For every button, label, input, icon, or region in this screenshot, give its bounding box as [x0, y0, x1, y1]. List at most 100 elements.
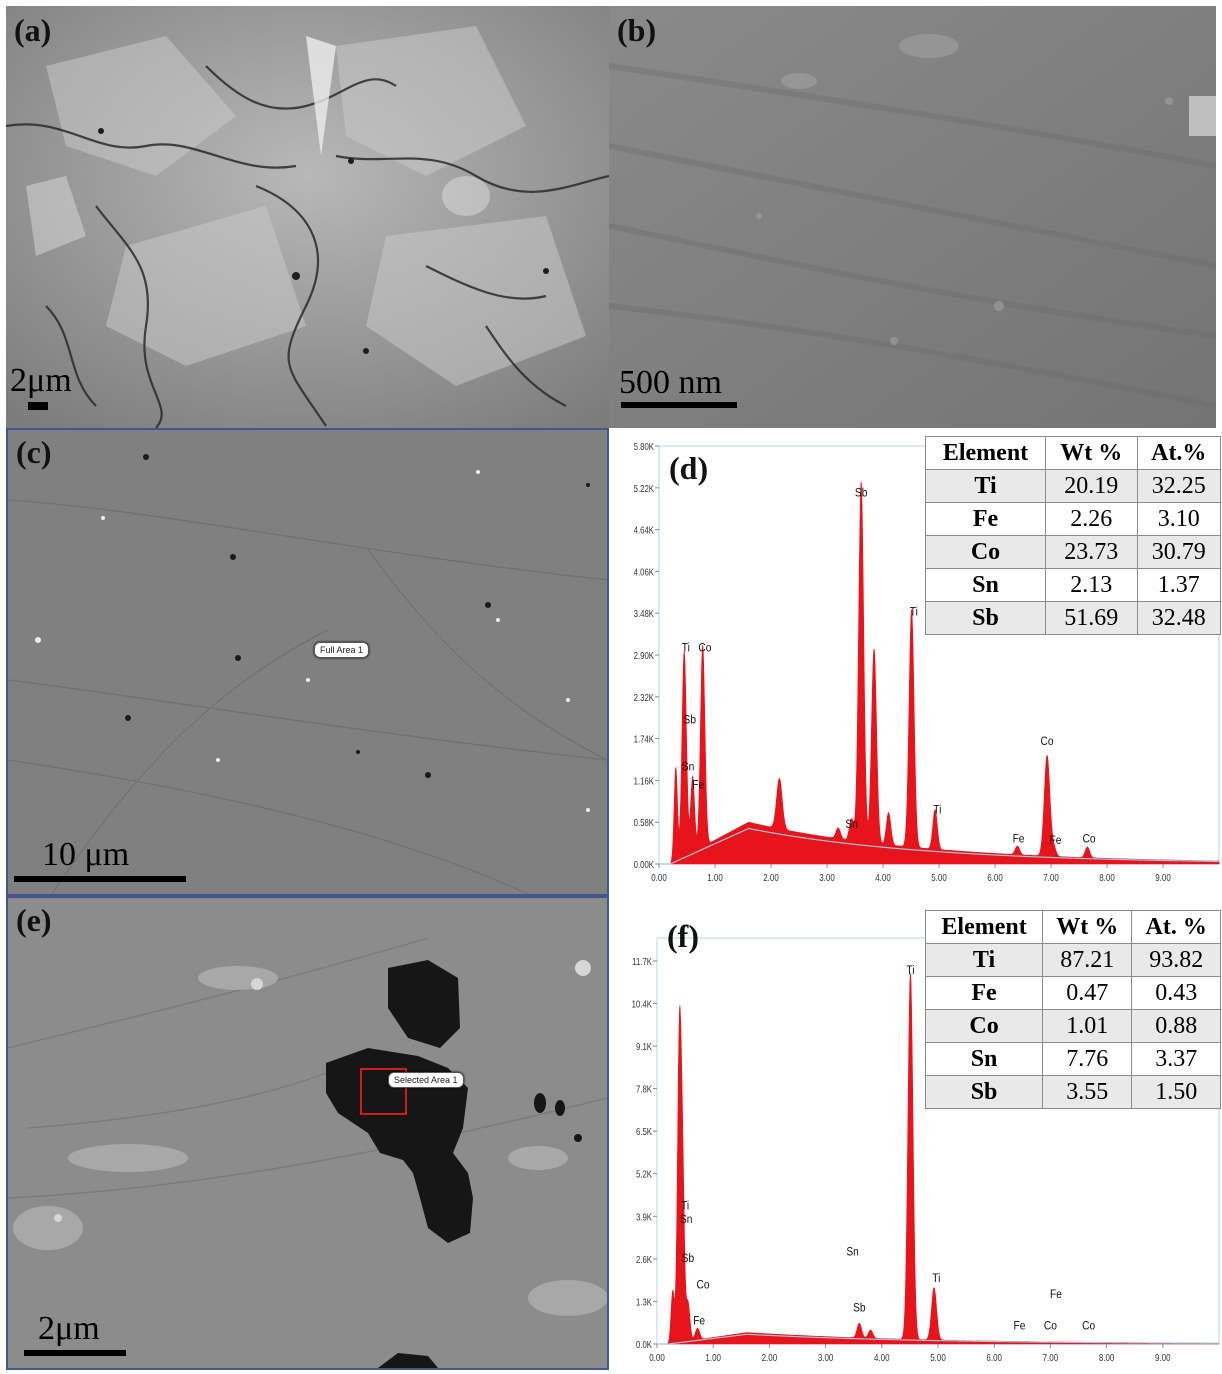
spectrum-d: 0.00K 0.58K 1.16K 1.74K 2.32K 2.90K 3.48K 4.06K… — [634, 441, 1220, 883]
element-cell: Fe — [924, 502, 1047, 536]
composition-table-d: Element Wt % At.% Ti 20.19 32.25 Fe 2.26 3.10 Co 2… — [924, 436, 1222, 635]
panel-label-d: (d) — [669, 450, 709, 486]
value-cell: 2.26 — [1045, 502, 1138, 536]
value-cell: 0.43 — [1131, 976, 1221, 1010]
panel-c: (c) Full Area 1 10 μm — [6, 428, 609, 896]
peak-label: Fe — [1013, 833, 1025, 846]
peak-label: Sb — [684, 714, 696, 727]
micrograph-b — [609, 6, 1216, 428]
value-cell: 30.79 — [1136, 535, 1222, 569]
scale-label-a: 2μm — [10, 362, 72, 399]
x-tick-label: 0.00 — [649, 1352, 665, 1363]
value-cell: 51.69 — [1045, 601, 1138, 635]
y-tick-label: 1.16K — [634, 775, 654, 786]
table-row: Sb 3.55 1.50 — [924, 1075, 1221, 1109]
peak-label: Sn — [682, 761, 694, 774]
peak-label: Co — [1041, 735, 1054, 748]
peak-label: Sn — [680, 1213, 692, 1226]
y-tick-label: 9.1K — [636, 1041, 652, 1052]
y-tick-label: 2.6K — [636, 1254, 652, 1265]
y-tick-label: 11.7K — [632, 956, 652, 967]
peak-label: Sn — [846, 1246, 858, 1259]
y-tick-label: 0.00K — [634, 859, 654, 870]
peak-label: Co — [1044, 1320, 1057, 1333]
peak-label: Co — [1082, 1320, 1095, 1333]
y-tick-label: 1.3K — [636, 1297, 652, 1308]
value-cell: 3.10 — [1136, 502, 1222, 536]
x-tick-label: 4.00 — [875, 872, 891, 883]
y-tick-label: 5.2K — [636, 1169, 652, 1180]
peak-label: Sb — [682, 1252, 694, 1265]
x-tick-label: 1.00 — [707, 872, 723, 883]
micrograph-c — [8, 430, 607, 894]
table-header: Element — [924, 436, 1047, 470]
value-cell: 23.73 — [1045, 535, 1138, 569]
table-row: Sb 51.69 32.48 — [924, 601, 1222, 635]
peak-label: Fe — [693, 1315, 705, 1328]
y-tick-label: 3.48K — [634, 608, 654, 619]
panel-d: 0.00K 0.58K 1.16K 1.74K 2.32K 2.90K 3.48K 4.06K… — [609, 432, 1222, 898]
composition-table-f: Element Wt % At. % Ti 87.21 93.82 Fe 0.47 0.43 Co… — [924, 910, 1221, 1109]
value-cell: 0.47 — [1042, 976, 1133, 1010]
x-tick-label: 8.00 — [1099, 872, 1115, 883]
element-cell: Sn — [924, 1042, 1044, 1076]
value-cell: 87.21 — [1042, 943, 1133, 977]
background-curve — [657, 1333, 1219, 1345]
panel-e: (e) Selected Area 1 2μm — [6, 896, 609, 1370]
table-row: Sn 2.13 1.37 — [924, 568, 1222, 602]
y-tick-label: 10.4K — [632, 999, 652, 1010]
value-cell: 1.01 — [1042, 1009, 1133, 1043]
scale-bar-c — [14, 876, 186, 882]
table-row: Co 1.01 0.88 — [924, 1009, 1221, 1043]
peak-label: Ti — [932, 1272, 940, 1285]
x-tick-label: 9.00 — [1155, 1352, 1171, 1363]
y-tick-label: 1.74K — [634, 734, 654, 745]
x-tick-label: 3.00 — [818, 1352, 834, 1363]
element-cell: Sn — [924, 568, 1047, 602]
y-tick-label: 3.9K — [636, 1211, 652, 1222]
value-cell: 32.25 — [1136, 469, 1222, 503]
element-cell: Co — [924, 1009, 1044, 1043]
table-header: Wt % — [1042, 910, 1133, 944]
peak-label: Sn — [845, 818, 857, 831]
y-tick-label: 7.8K — [636, 1084, 652, 1095]
element-cell: Ti — [924, 469, 1047, 503]
area-tag-e: Selected Area 1 — [388, 1072, 464, 1088]
y-tick-label: 2.90K — [634, 650, 654, 661]
value-cell: 1.37 — [1136, 568, 1222, 602]
y-tick-label: 0.0K — [636, 1339, 652, 1350]
x-tick-label: 5.00 — [930, 1352, 946, 1363]
peak-label: Sb — [853, 1302, 865, 1315]
area-tag-c: Full Area 1 — [314, 642, 370, 658]
x-tick-label: 7.00 — [1043, 872, 1059, 883]
scale-bar-b — [621, 402, 737, 408]
background-curve — [659, 827, 1220, 865]
value-cell: 0.88 — [1131, 1009, 1221, 1043]
value-cell: 20.19 — [1045, 469, 1138, 503]
y-tick-label: 5.22K — [634, 483, 654, 494]
value-cell: 93.82 — [1131, 943, 1221, 977]
panel-label-e: (e) — [16, 902, 52, 938]
table-header: Element — [924, 910, 1044, 944]
peak-label: Co — [697, 1279, 710, 1292]
x-tick-label: 3.00 — [819, 872, 835, 883]
element-cell: Sb — [924, 601, 1047, 635]
table-header: Wt % — [1045, 436, 1138, 470]
scale-label-c: 10 μm — [42, 836, 130, 873]
peak-label: Ti — [682, 642, 690, 655]
x-tick-label: 6.00 — [987, 872, 1003, 883]
value-cell: 2.13 — [1045, 568, 1138, 602]
spectrum-area — [659, 481, 1220, 865]
element-cell: Co — [924, 535, 1047, 569]
panel-label-b: (b) — [617, 12, 657, 48]
panel-label-f: (f) — [667, 918, 699, 954]
element-cell: Sb — [924, 1075, 1044, 1109]
y-tick-label: 4.06K — [634, 566, 654, 577]
x-tick-label: 2.00 — [763, 872, 779, 883]
peak-label: Fe — [1050, 834, 1062, 847]
table-row: Fe 0.47 0.43 — [924, 976, 1221, 1010]
scale-label-e: 2μm — [38, 1310, 100, 1347]
x-tick-label: 5.00 — [931, 872, 947, 883]
y-tick-label: 5.80K — [634, 441, 654, 452]
peak-label: Co — [1083, 833, 1096, 846]
